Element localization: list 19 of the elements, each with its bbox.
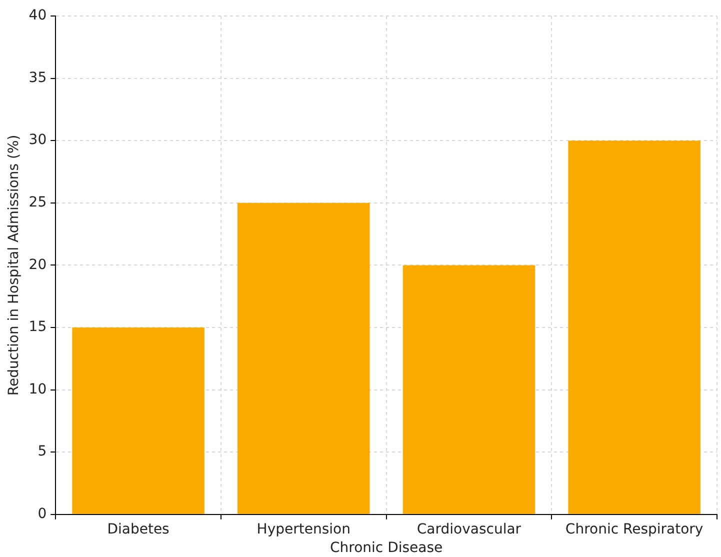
y-tick-label: 35: [28, 70, 47, 86]
y-tick-label: 40: [28, 8, 47, 24]
bar: [568, 140, 700, 514]
bar: [72, 328, 204, 514]
y-tick-label: 15: [28, 319, 47, 336]
x-tick-label: Cardiovascular: [416, 521, 522, 538]
y-tick-label: 25: [28, 194, 47, 211]
x-tick-label: Diabetes: [107, 521, 170, 538]
x-tick-label: Hypertension: [256, 521, 350, 538]
y-tick-label: 0: [38, 506, 47, 522]
bar: [402, 265, 536, 514]
bar: [237, 202, 370, 514]
y-tick-label: 20: [28, 256, 47, 273]
y-tick-label: 30: [28, 132, 47, 148]
y-axis-title: Reduction in Hospital Admissions (%): [6, 134, 22, 396]
x-tick-label: Chronic Respiratory: [565, 521, 704, 538]
x-axis-title: Chronic Disease: [330, 540, 443, 556]
y-tick-label: 5: [38, 444, 47, 460]
y-tick-label: 10: [28, 381, 47, 398]
